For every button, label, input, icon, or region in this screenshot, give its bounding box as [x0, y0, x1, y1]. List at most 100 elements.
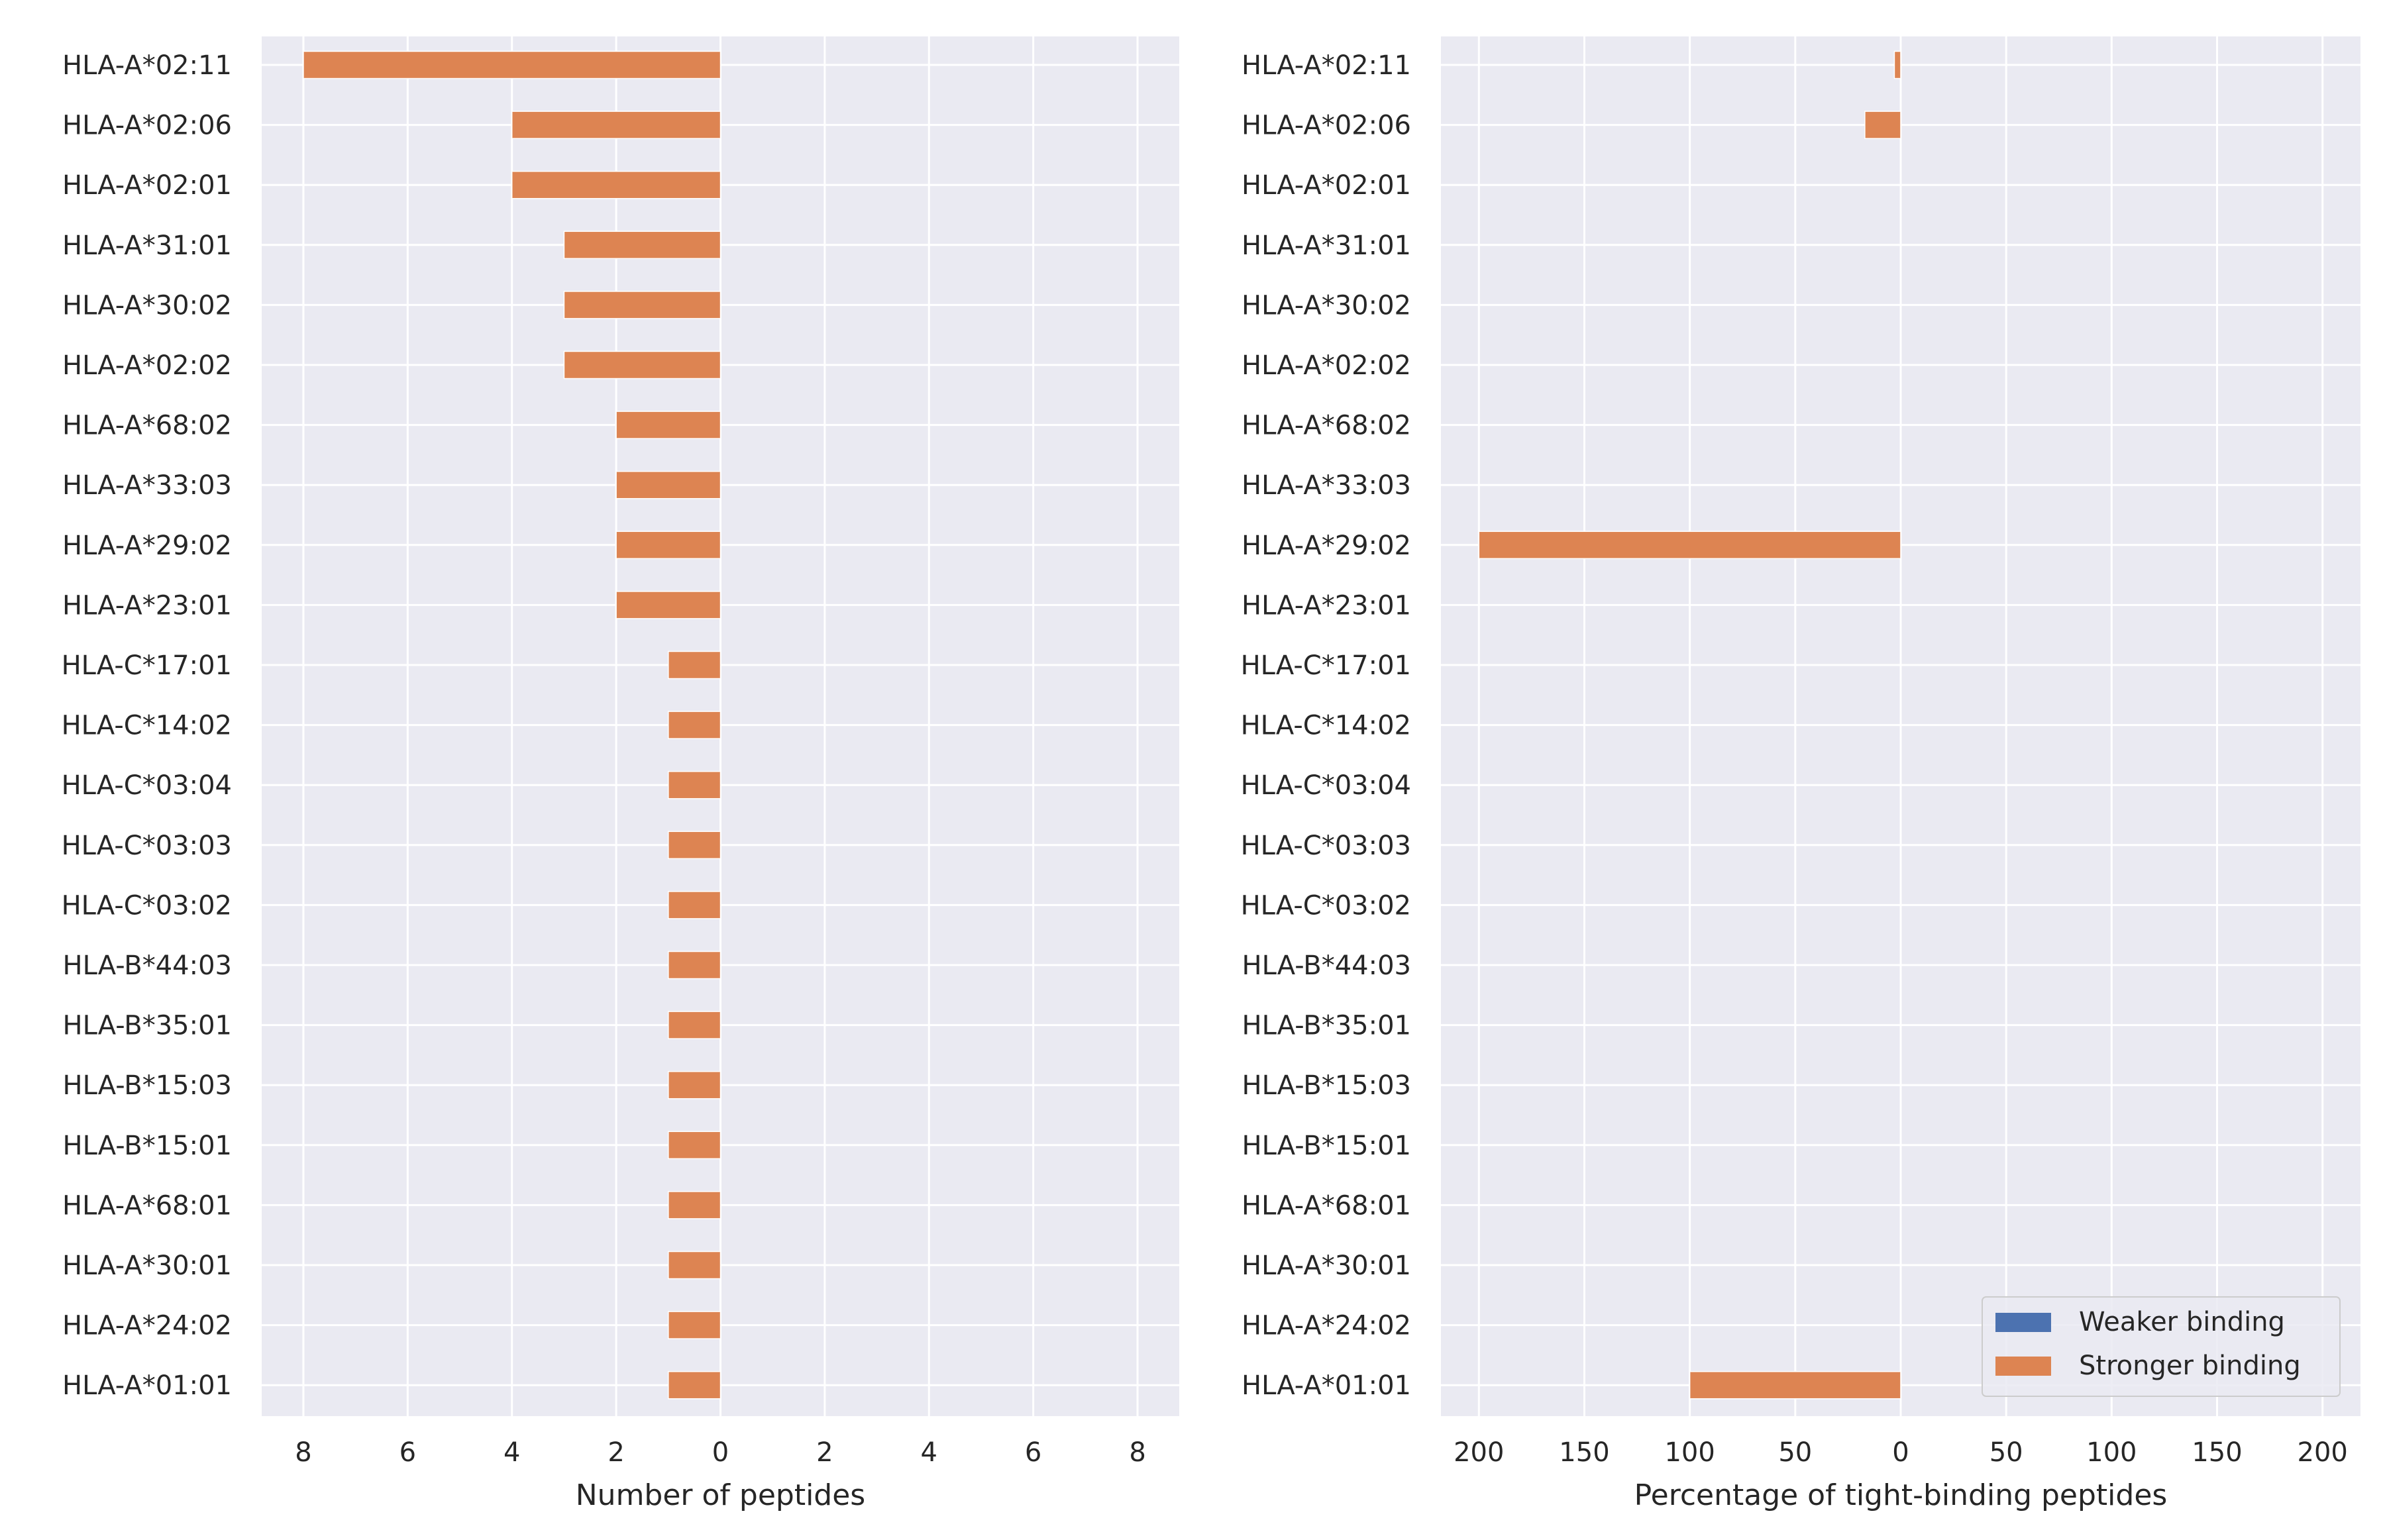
category-label: HLA-A*68:02	[62, 411, 232, 441]
category-label: HLA-C*03:03	[1241, 831, 1411, 861]
bar-stronger-HLA-A*31:01	[563, 231, 721, 260]
category-label: HLA-A*33:03	[62, 470, 232, 501]
bar-stronger-HLA-A*33:03	[615, 470, 721, 499]
category-label: HLA-B*15:01	[1242, 1131, 1412, 1161]
category-label: HLA-B*15:01	[63, 1131, 233, 1161]
category-label: HLA-C*03:02	[1241, 890, 1411, 921]
x-tick-label: 4	[921, 1437, 937, 1468]
x-tick-label: 0	[1892, 1437, 1909, 1468]
bar-stronger-HLA-A*02:11	[1893, 50, 1901, 79]
category-label: HLA-A*30:02	[1242, 290, 1411, 321]
category-label: HLA-A*68:02	[1242, 411, 1411, 441]
bar-stronger-HLA-A*68:01	[668, 1191, 721, 1219]
category-label: HLA-A*02:06	[1242, 111, 1411, 141]
bar-stronger-HLA-A*02:11	[303, 50, 721, 79]
category-label: HLA-C*14:02	[62, 711, 232, 741]
category-label: HLA-B*44:03	[63, 950, 233, 981]
category-label: HLA-A*01:01	[62, 1370, 232, 1401]
bar-stronger-HLA-A*01:01	[1689, 1370, 1901, 1400]
bar-stronger-HLA-A*68:02	[615, 411, 721, 439]
category-label: HLA-C*03:04	[1241, 770, 1411, 801]
category-label: HLA-A*30:01	[62, 1251, 232, 1281]
category-label: HLA-A*02:01	[62, 170, 232, 201]
bar-stronger-HLA-A*02:02	[563, 350, 721, 380]
bar-stronger-HLA-A*30:01	[668, 1251, 721, 1280]
bar-stronger-HLA-A*02:01	[511, 170, 721, 199]
x-tick-label: 50	[1989, 1437, 2023, 1468]
legend-entry-label: Stronger binding	[2079, 1351, 2301, 1381]
bar-stronger-HLA-B*44:03	[668, 950, 721, 980]
bar-stronger-HLA-A*01:01	[668, 1370, 721, 1400]
category-label: HLA-A*29:02	[62, 531, 232, 561]
category-label: HLA-B*15:03	[63, 1070, 233, 1101]
bar-stronger-HLA-B*15:01	[668, 1131, 721, 1160]
x-tick-label: 2	[816, 1437, 833, 1468]
category-label: HLA-B*35:01	[63, 1011, 233, 1041]
x-tick-label: 6	[1025, 1437, 1041, 1468]
x-tick-label: 2	[608, 1437, 624, 1468]
legend: Weaker binding Stronger binding	[1982, 1296, 2341, 1397]
category-label: HLA-A*23:01	[1242, 590, 1411, 621]
x-tick-label: 4	[504, 1437, 520, 1468]
category-label: HLA-C*03:03	[62, 831, 232, 861]
bar-stronger-HLA-A*30:02	[563, 291, 721, 319]
category-label: HLA-A*02:11	[1242, 50, 1411, 81]
category-label: HLA-A*24:02	[62, 1311, 232, 1341]
legend-entry-label: Weaker binding	[2079, 1307, 2285, 1337]
category-label: HLA-A*01:01	[1242, 1370, 1411, 1401]
x-tick-label: 0	[712, 1437, 729, 1468]
left-panel-count-chart: HLA-A*02:11 HLA-A*02:06 HLA-A*02:01 HLA-A*3…	[62, 36, 1179, 1512]
bar-stronger-HLA-A*23:01	[615, 591, 721, 619]
bar-stronger-HLA-C*03:02	[668, 891, 721, 919]
x-axis-label: Number of peptides	[576, 1478, 865, 1512]
bar-stronger-HLA-B*35:01	[668, 1011, 721, 1039]
category-label: HLA-A*68:01	[1242, 1190, 1411, 1221]
category-label: HLA-A*02:06	[62, 111, 232, 141]
x-tick-label: 6	[399, 1437, 416, 1468]
category-label: HLA-C*17:01	[62, 650, 232, 681]
category-label: HLA-B*44:03	[1242, 950, 1412, 981]
category-label: HLA-B*35:01	[1242, 1011, 1412, 1041]
bar-stronger-HLA-C*03:04	[668, 770, 721, 799]
category-label: HLA-A*02:02	[1242, 350, 1411, 381]
category-label: HLA-A*02:02	[62, 350, 232, 381]
bar-stronger-HLA-B*15:03	[668, 1070, 721, 1100]
category-label: HLA-A*31:01	[1242, 231, 1411, 261]
category-label: HLA-A*30:01	[1242, 1251, 1411, 1281]
bar-stronger-HLA-A*02:06	[511, 111, 721, 139]
x-tick-label: 8	[1129, 1437, 1145, 1468]
category-label: HLA-B*15:03	[1242, 1070, 1412, 1101]
category-label: HLA-A*29:02	[1242, 531, 1411, 561]
bar-stronger-HLA-C*03:03	[668, 831, 721, 860]
x-tick-label: 150	[2192, 1437, 2242, 1468]
category-label: HLA-A*24:02	[1242, 1311, 1411, 1341]
x-tick-label: 150	[1559, 1437, 1609, 1468]
x-tick-label: 50	[1778, 1437, 1812, 1468]
x-axis-label: Percentage of tight-binding peptides	[1634, 1478, 2168, 1512]
bar-stronger-HLA-C*14:02	[668, 711, 721, 739]
category-label: HLA-A*68:01	[62, 1190, 232, 1221]
right-panel-percentage-chart: HLA-A*02:11 HLA-A*02:06 HLA-A*02:01 HLA-A*3…	[1241, 36, 2360, 1512]
x-tick-label: 200	[1454, 1437, 1504, 1468]
category-label: HLA-A*31:01	[62, 231, 232, 261]
category-label: HLA-C*17:01	[1241, 650, 1411, 681]
category-label: HLA-C*14:02	[1241, 711, 1411, 741]
bar-stronger-HLA-A*02:06	[1864, 111, 1901, 139]
x-tick-label: 200	[2298, 1437, 2348, 1468]
x-tick-label: 8	[295, 1437, 311, 1468]
bar-stronger-HLA-A*24:02	[668, 1311, 721, 1339]
category-label: HLA-C*03:02	[62, 890, 232, 921]
category-label: HLA-A*33:03	[1242, 470, 1411, 501]
category-label: HLA-A*30:02	[62, 290, 232, 321]
legend-swatch-weaker	[1995, 1313, 2051, 1332]
legend-box	[1982, 1296, 2341, 1397]
bar-stronger-HLA-A*29:02	[615, 531, 721, 560]
legend-swatch-stronger	[1995, 1357, 2051, 1376]
category-label: HLA-A*02:01	[1242, 170, 1411, 201]
category-label: HLA-A*02:11	[62, 50, 232, 81]
x-tick-label: 100	[2086, 1437, 2137, 1468]
x-tick-label: 100	[1664, 1437, 1715, 1468]
bar-stronger-HLA-A*29:02	[1478, 531, 1901, 560]
category-label: HLA-A*23:01	[62, 590, 232, 621]
